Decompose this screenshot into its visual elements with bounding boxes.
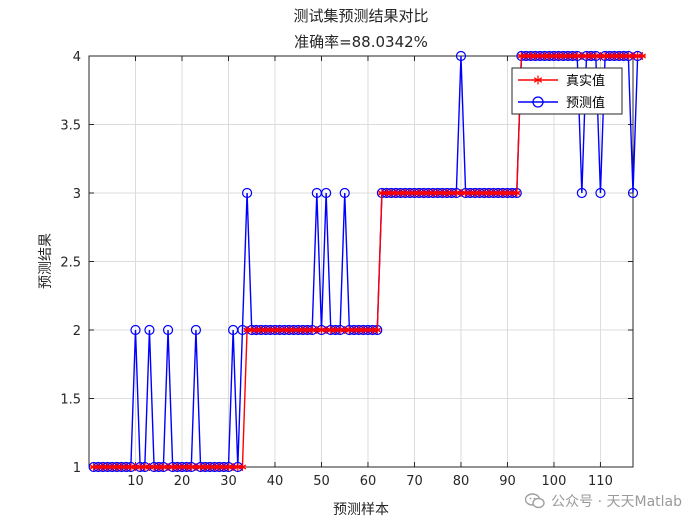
marker-predicted xyxy=(627,187,639,199)
x-tick-label: 10 xyxy=(127,474,144,489)
y-tick-label: 1.5 xyxy=(60,393,81,408)
legend-label-pred: 预测值 xyxy=(566,95,605,111)
x-tick-label: 20 xyxy=(174,474,191,489)
marker-predicted xyxy=(321,187,332,199)
wechat-icon xyxy=(525,493,545,509)
series-layer xyxy=(88,50,647,473)
y-axis-ticks: 1 1.5 2 2.5 3 3.5 4 xyxy=(60,50,633,476)
chart-title: 测试集预测结果对比 xyxy=(293,7,428,25)
x-tick-label: 60 xyxy=(360,474,377,489)
y-tick-label: 2.5 xyxy=(60,256,81,271)
x-tick-label: 50 xyxy=(313,474,330,489)
x-tick-label: 70 xyxy=(406,474,423,489)
y-tick-label: 3 xyxy=(73,187,81,202)
marker-true xyxy=(512,189,521,197)
marker-true xyxy=(373,326,382,334)
marker-predicted xyxy=(455,50,467,62)
x-tick-label: 40 xyxy=(267,474,284,489)
legend-asterisk xyxy=(533,75,543,85)
legend-marker-true xyxy=(533,75,543,85)
y-tick-label: 1 xyxy=(73,461,81,476)
marker-predicted xyxy=(576,187,587,199)
x-tick-label: 80 xyxy=(453,474,470,489)
marker-predicted xyxy=(130,324,141,336)
watermark-text: 公众号 · 天天Matlab xyxy=(551,494,682,510)
y-tick-label: 3.5 xyxy=(60,119,81,134)
y-tick-label: 2 xyxy=(73,324,81,339)
legend: 真实值 预测值 xyxy=(511,67,623,115)
marker-predicted xyxy=(595,187,606,199)
series-true xyxy=(89,52,647,471)
marker-predicted xyxy=(241,187,253,199)
chart-subtitle: 准确率=88.0342% xyxy=(294,33,428,51)
marker-predicted xyxy=(162,324,174,336)
x-axis-ticks: 10 20 30 40 50 60 70 80 90 100 110 xyxy=(127,56,613,489)
x-tick-label: 30 xyxy=(220,474,237,489)
marker-true xyxy=(238,463,247,471)
legend-label-true: 真实值 xyxy=(566,73,605,89)
marker-predicted xyxy=(144,324,155,336)
marker-predicted xyxy=(339,187,350,199)
watermark: 公众号 · 天天Matlab xyxy=(525,491,682,511)
y-axis-label: 预测结果 xyxy=(38,233,54,289)
legend-box xyxy=(511,67,623,115)
marker-true xyxy=(638,52,647,60)
marker-predicted xyxy=(190,324,202,336)
x-axis-label: 预测样本 xyxy=(333,502,389,518)
legend-marker-pred xyxy=(532,96,544,108)
y-tick-label: 4 xyxy=(73,50,81,65)
x-tick-label: 110 xyxy=(588,474,613,489)
x-tick-label: 100 xyxy=(542,474,567,489)
x-tick-label: 90 xyxy=(499,474,516,489)
